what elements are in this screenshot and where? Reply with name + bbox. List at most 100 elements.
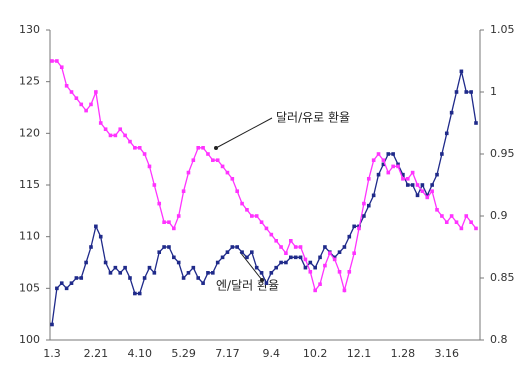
point <box>220 164 225 169</box>
point <box>118 271 123 275</box>
point <box>137 146 142 150</box>
y2-tick-label: 1 <box>490 85 497 98</box>
point <box>318 255 322 260</box>
point <box>64 84 69 88</box>
point <box>133 291 137 296</box>
point <box>59 281 64 285</box>
point <box>186 271 191 275</box>
x-tick-label: 3.16 <box>435 347 460 360</box>
y-tick-label: 130 <box>19 23 40 36</box>
point <box>357 226 361 231</box>
point <box>298 255 303 260</box>
point <box>279 260 283 265</box>
point <box>386 170 391 175</box>
annotation-arrow <box>215 117 273 149</box>
point <box>274 239 278 243</box>
point <box>55 286 59 291</box>
x-tick-label: 7.17 <box>215 347 240 360</box>
point <box>94 90 98 94</box>
x-tick-label: 2.21 <box>84 347 109 360</box>
point <box>176 214 181 218</box>
point <box>118 127 123 131</box>
point <box>123 265 127 270</box>
point <box>415 183 420 187</box>
point <box>318 282 322 286</box>
point <box>59 65 64 69</box>
point <box>410 170 415 175</box>
point <box>98 234 103 239</box>
point <box>274 265 278 270</box>
point <box>376 172 381 177</box>
point <box>167 245 171 249</box>
point <box>55 59 59 63</box>
x-tick-label: 1.28 <box>391 347 416 360</box>
point <box>225 250 230 254</box>
point <box>142 152 147 156</box>
point <box>245 255 249 260</box>
point <box>376 152 381 156</box>
point <box>440 214 444 218</box>
point <box>425 195 430 200</box>
point <box>371 158 376 162</box>
series-line <box>51 71 477 325</box>
point <box>133 146 137 150</box>
point <box>342 288 347 293</box>
point <box>469 220 473 224</box>
point <box>435 208 439 212</box>
point <box>259 271 264 275</box>
y-tick-label: 105 <box>19 281 40 294</box>
x-tick-label: 1.3 <box>43 347 61 360</box>
point <box>352 251 356 255</box>
point <box>303 257 308 262</box>
y-tick-label: 125 <box>19 75 40 88</box>
point <box>74 276 79 280</box>
point <box>113 133 118 138</box>
point <box>245 208 249 212</box>
point <box>469 90 473 94</box>
point <box>396 164 400 169</box>
point <box>69 90 74 94</box>
point <box>240 250 244 254</box>
point <box>269 271 274 275</box>
point <box>172 226 176 231</box>
point <box>230 245 235 249</box>
point <box>425 193 430 198</box>
point <box>79 102 84 107</box>
point <box>444 131 449 136</box>
point <box>352 224 356 229</box>
point <box>259 220 264 224</box>
point <box>230 177 235 181</box>
point <box>371 193 376 198</box>
point <box>103 127 108 131</box>
point <box>410 183 415 187</box>
point <box>366 203 371 208</box>
x-tick-label: 4.10 <box>127 347 152 360</box>
point <box>108 271 113 275</box>
point <box>430 183 434 187</box>
point <box>464 90 469 94</box>
point <box>405 183 410 187</box>
point <box>240 201 244 206</box>
point <box>293 255 298 260</box>
point <box>84 260 88 265</box>
point <box>89 102 93 107</box>
point <box>362 214 366 218</box>
annotation: 엔/달러 환율 <box>216 279 279 293</box>
point <box>327 251 332 255</box>
point <box>459 226 464 231</box>
y2-tick-label: 0.85 <box>490 271 515 284</box>
point <box>284 260 288 265</box>
point <box>298 245 303 249</box>
point <box>147 265 152 270</box>
point <box>289 255 293 260</box>
point <box>79 276 84 280</box>
x-tick-label: 12.1 <box>347 347 372 360</box>
point <box>313 265 317 270</box>
point <box>191 265 196 270</box>
point <box>191 158 196 162</box>
point <box>342 245 347 249</box>
point <box>337 270 342 274</box>
point <box>215 260 220 265</box>
point <box>401 177 405 181</box>
point <box>196 146 201 150</box>
